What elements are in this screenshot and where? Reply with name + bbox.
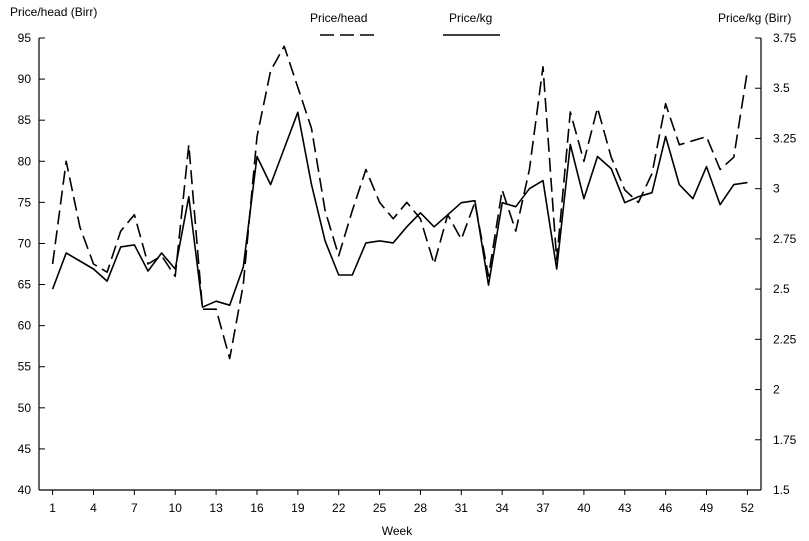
x-tick-label: 19 [291, 501, 305, 515]
series-line-price-head [51, 45, 749, 360]
x-tick-label: 22 [332, 501, 346, 515]
y-right-tick-label: 3 [773, 182, 780, 196]
y-left-tick-label: 60 [18, 319, 32, 333]
x-tick-label: 43 [618, 501, 632, 515]
series-line-price-kg [51, 111, 748, 308]
x-tick-label: 10 [169, 501, 183, 515]
y-right-tick-label: 1.75 [773, 433, 797, 447]
legend-label: Price/kg [449, 11, 492, 25]
x-tick-label: 13 [209, 501, 223, 515]
y-right-tick-label: 3.25 [773, 131, 797, 145]
y-right-tick-label: 2.75 [773, 232, 797, 246]
y-left-tick-label: 85 [18, 113, 32, 127]
y-left-tick-label: 80 [18, 154, 32, 168]
x-tick-label: 52 [741, 501, 755, 515]
y-right-tick-label: 2 [773, 383, 780, 397]
x-tick-label: 1 [49, 501, 56, 515]
series-layer [51, 45, 749, 360]
x-tick-label: 7 [131, 501, 138, 515]
x-tick-label: 25 [373, 501, 387, 515]
legend-label: Price/head [310, 11, 367, 25]
x-axis-label: Week [382, 524, 413, 538]
y-right-tick-label: 1.5 [773, 483, 790, 497]
x-tick-label: 40 [577, 501, 591, 515]
legend: Price/head Price/kg [310, 11, 500, 36]
y-right-tick-label: 3.75 [773, 31, 797, 45]
y-right-tick-label: 2.25 [773, 332, 797, 346]
y-left-tick-label: 50 [18, 401, 32, 415]
y-right-tick-label: 2.5 [773, 282, 790, 296]
x-tick-label: 16 [250, 501, 264, 515]
y-left-tick-label: 40 [18, 483, 32, 497]
x-tick-label: 46 [659, 501, 673, 515]
axes-layer [38, 38, 762, 491]
y-left-tick-label: 90 [18, 72, 32, 86]
y-left-tick-label: 65 [18, 278, 32, 292]
y-left-tick-label: 75 [18, 195, 32, 209]
y-left-tick-label: 70 [18, 236, 32, 250]
y-left-tick-label: 45 [18, 442, 32, 456]
y-right-tick-label: 3.5 [773, 81, 790, 95]
x-tick-label: 49 [700, 501, 714, 515]
x-tick-label: 4 [90, 501, 97, 515]
ticks-layer: 40 45 50 55 60 65 70 75 80 85 90 95 1.5 1.75 2 2.25 2.5 2… [18, 31, 797, 515]
x-tick-label: 34 [495, 501, 509, 515]
y-left-axis-label: Price/head (Birr) [10, 5, 97, 19]
y-left-tick-label: 95 [18, 31, 32, 45]
x-tick-label: 28 [414, 501, 428, 515]
x-tick-label: 31 [455, 501, 469, 515]
x-tick-label: 37 [536, 501, 550, 515]
y-right-axis-label: Price/kg (Birr) [718, 11, 791, 25]
y-left-tick-label: 55 [18, 360, 32, 374]
